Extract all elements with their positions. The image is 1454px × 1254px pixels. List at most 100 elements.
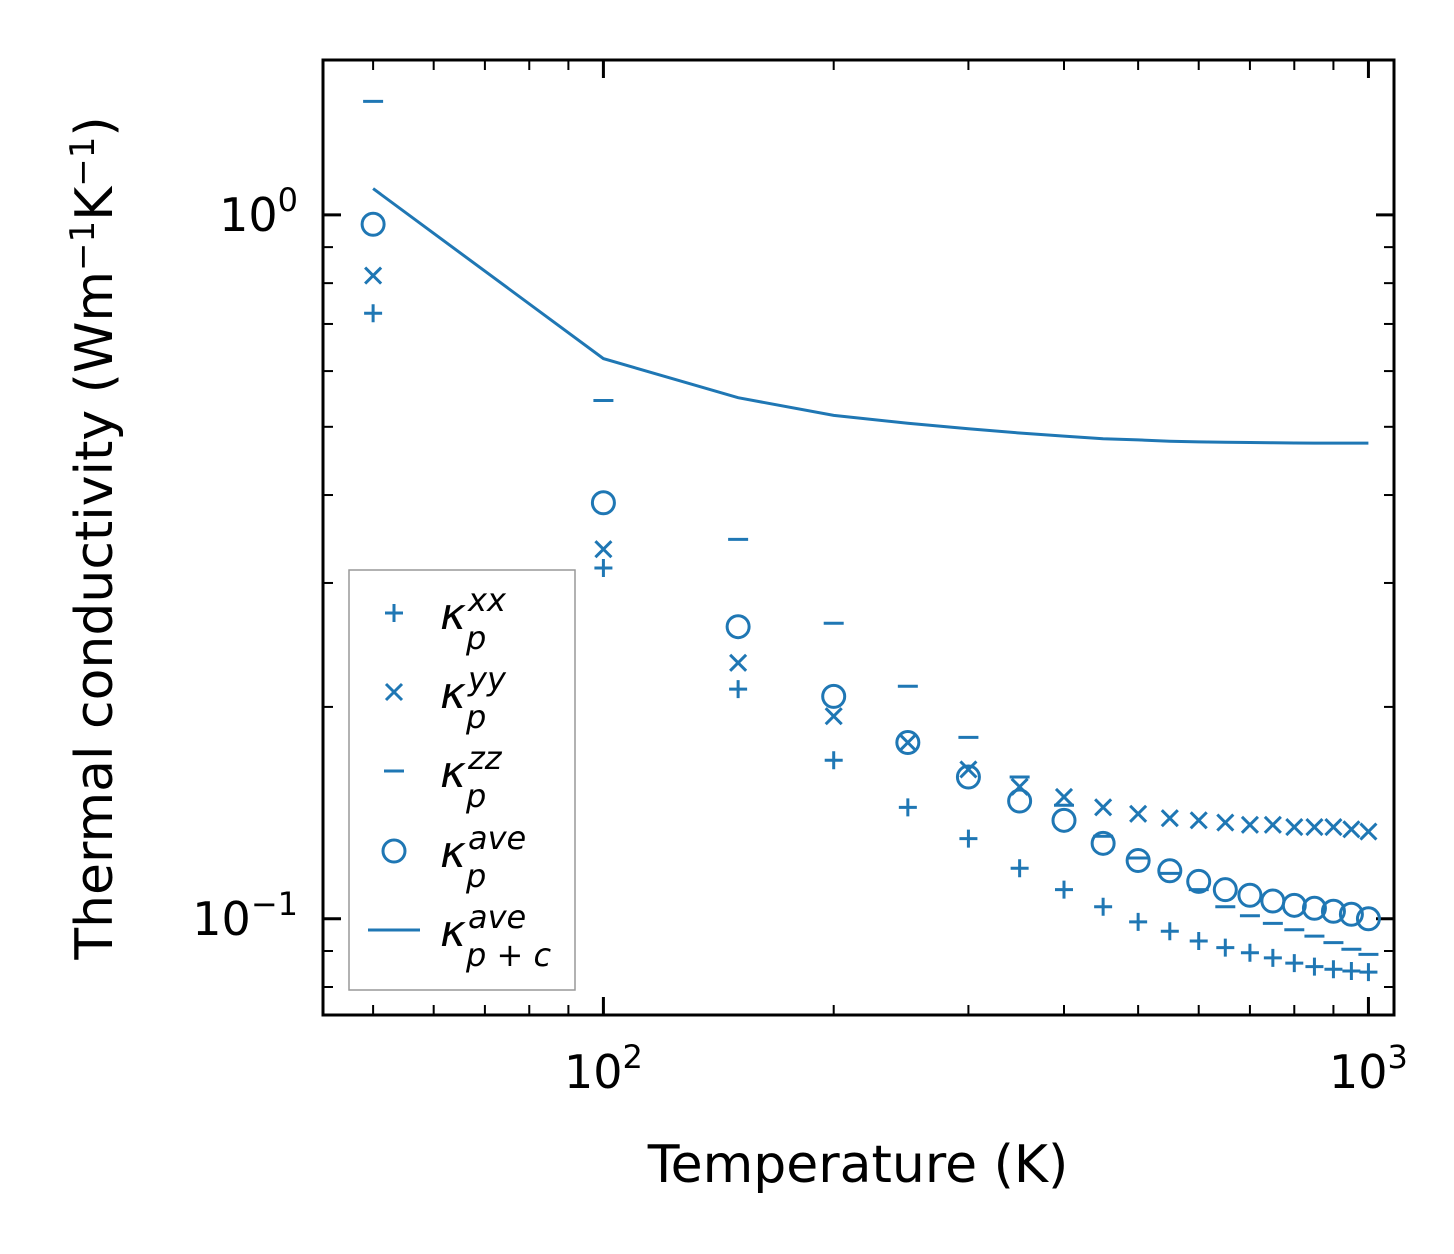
plus-point-kappa_p^xx-15 [1285, 954, 1304, 973]
circle-point-kappa_p^ave-4 [895, 730, 921, 756]
plus-point-kappa_p^xx-1 [594, 559, 613, 578]
x-point-kappa_p^yy-19 [1359, 822, 1378, 841]
plus-point-kappa_p^xx-17 [1324, 960, 1343, 979]
y-axis-title: Thermal conductivity (Wm−1K−1) [63, 116, 125, 960]
x-tick-label-base: 10 [564, 1045, 623, 1099]
legend-marker-circle [381, 838, 407, 864]
y-tick-label-exp: 0 [278, 181, 298, 219]
y-axis-title-main: Thermal conductivity (Wm [65, 271, 125, 961]
circle-point-kappa_p^ave-9 [1125, 848, 1151, 874]
legend-label-superscript: zz [467, 739, 503, 777]
legend-label-superscript: ave [468, 898, 526, 936]
legend-label-superscript: xx [467, 581, 507, 619]
plus-point-kappa_p^xx-19 [1359, 963, 1378, 982]
x-tick-label-1: 103 [1329, 1038, 1408, 1099]
plus-point-kappa_p^xx-6 [1010, 859, 1029, 878]
x-point-kappa_p^yy-4 [898, 733, 917, 752]
y-axis-title-unit: K [65, 185, 125, 221]
y-tick-label-1: 10−1 [192, 885, 298, 946]
legend-label-symbol: κ [440, 668, 466, 719]
y-axis-title-exp1: −1 [63, 221, 103, 271]
circle-point-kappa_p^ave-1 [590, 490, 616, 516]
circle-point-kappa_p^ave-3 [821, 683, 847, 709]
series-kappa_p^yy [364, 266, 1378, 841]
plus-point-kappa_p^xx-8 [1094, 897, 1113, 916]
x-point-kappa_p^yy-14 [1263, 815, 1282, 834]
plus-point-kappa_p^xx-3 [824, 751, 843, 770]
plus-point-kappa_p^xx-12 [1216, 938, 1235, 957]
y-axis-title-exp2: −1 [63, 137, 103, 187]
x-point-kappa_p^yy-9 [1129, 804, 1148, 823]
x-point-kappa_p^yy-16 [1305, 817, 1324, 837]
x-point-kappa_p^yy-0 [364, 266, 383, 285]
series-line-kappa_p+c^ave [372, 187, 1369, 445]
x-point-kappa_p^yy-12 [1216, 813, 1235, 832]
series-kappa_p+c^ave [372, 187, 1369, 445]
circle-point-kappa_p^ave-6 [1007, 788, 1033, 814]
legend-item-kappa_p^yy: κ yyp [384, 660, 507, 736]
legend-label-subscript: p [465, 857, 486, 895]
plus-point-kappa_p^xx-13 [1240, 943, 1259, 962]
axis-ticks [323, 60, 1394, 1015]
circle-point-kappa_p^ave-15 [1281, 892, 1307, 918]
legend-label-subscript: p + c [465, 936, 551, 974]
legend-item-kappa_p^xx: κ xxp [385, 581, 507, 657]
plus-point-kappa_p^xx-18 [1342, 962, 1361, 981]
x-axis-title: Temperature (K) [647, 1135, 1069, 1195]
circle-point-kappa_p^ave-17 [1320, 898, 1346, 924]
x-point-kappa_p^yy-10 [1160, 809, 1179, 828]
y-axis-title-close: ) [65, 116, 125, 136]
circle-point-kappa_p^ave-8 [1090, 830, 1116, 856]
legend-label-superscript: yy [467, 660, 507, 698]
legend-item-kappa_p^zz: κ zzp [384, 739, 503, 815]
plus-point-kappa_p^xx-14 [1263, 948, 1282, 967]
y-tick-label-base: 10 [192, 892, 251, 946]
legend-label-symbol: κ [440, 589, 466, 640]
plus-point-kappa_p^xx-10 [1160, 922, 1179, 941]
plus-point-kappa_p^xx-7 [1055, 880, 1073, 899]
plot-frame [321, 58, 1396, 1017]
x-point-kappa_p^yy-3 [824, 707, 843, 726]
plus-point-kappa_p^xx-2 [729, 680, 748, 699]
x-tick-label-exp: 3 [1388, 1038, 1408, 1076]
circle-point-kappa_p^ave-14 [1260, 888, 1286, 914]
x-point-kappa_p^yy-5 [959, 760, 978, 779]
plus-point-kappa_p^xx-0 [364, 304, 383, 323]
x-point-kappa_p^yy-13 [1240, 815, 1259, 834]
legend-label-subscript: p [465, 619, 486, 657]
circle-point-kappa_p^ave-2 [725, 614, 751, 640]
plus-point-kappa_p^xx-5 [959, 829, 978, 848]
legend-label-symbol: κ [440, 906, 466, 957]
legend-frame [348, 569, 576, 991]
series-kappa_p^ave [360, 211, 1381, 932]
x-point-kappa_p^yy-15 [1285, 817, 1304, 837]
data-series [360, 99, 1381, 982]
legend-marker-plus [385, 604, 403, 622]
y-tick-label-0: 100 [219, 181, 298, 242]
circle-point-kappa_p^ave-5 [955, 764, 981, 790]
circle-point-kappa_p^ave-12 [1212, 877, 1238, 903]
x-tick-label-0: 102 [564, 1038, 643, 1099]
x-point-kappa_p^yy-17 [1324, 817, 1343, 837]
circle-point-kappa_p^ave-7 [1051, 807, 1077, 833]
circle-point-kappa_p^ave-11 [1186, 868, 1212, 894]
legend-label-superscript: ave [468, 819, 526, 857]
circle-point-kappa_p^ave-10 [1157, 858, 1183, 884]
circle-point-kappa_p^ave-19 [1355, 906, 1381, 932]
legend-label-symbol: κ [440, 827, 466, 878]
circle-point-kappa_p^ave-16 [1301, 895, 1327, 921]
x-tick-label-exp: 2 [622, 1038, 642, 1076]
circle-point-kappa_p^ave-0 [360, 211, 386, 237]
circle-point-kappa_p^ave-18 [1338, 901, 1364, 927]
x-point-kappa_p^yy-8 [1094, 798, 1113, 817]
y-tick-label-exp: −1 [251, 885, 298, 923]
x-tick-label-base: 10 [1329, 1045, 1388, 1099]
x-tick-labels: 102 103 [564, 1038, 1408, 1099]
legend-label-subscript: p [465, 777, 486, 815]
